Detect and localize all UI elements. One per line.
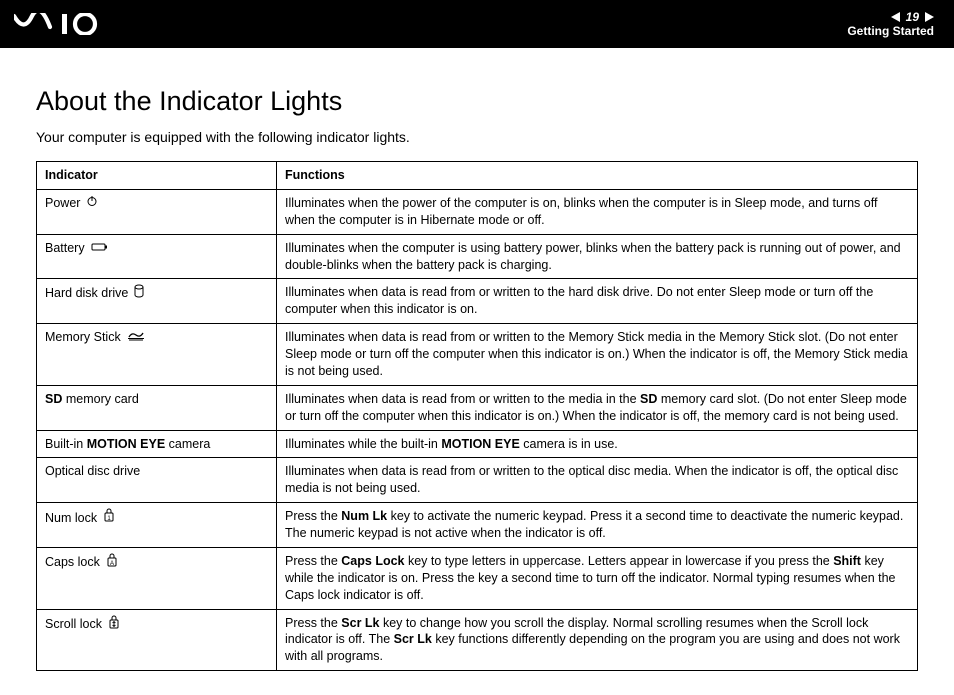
header-right: 19 Getting Started	[847, 10, 934, 38]
function-text: Press the Caps Lock key to type letters …	[277, 547, 918, 609]
table-row: Battery Illuminates when the computer is…	[37, 234, 918, 279]
col-functions: Functions	[277, 162, 918, 190]
indicator-label: Memory Stick	[45, 329, 121, 346]
svg-text:A: A	[110, 561, 114, 567]
hard-disk-icon	[134, 284, 144, 303]
indicator-label: Battery	[45, 240, 85, 257]
table-row: Power Illuminates when the power of the …	[37, 189, 918, 234]
function-text: Illuminates when data is read from or wr…	[277, 279, 918, 324]
page-navigation: 19	[847, 10, 934, 24]
table-row: Hard disk drive Illuminates when data is…	[37, 279, 918, 324]
intro-text: Your computer is equipped with the follo…	[36, 129, 918, 145]
indicator-label: Optical disc drive	[45, 464, 140, 478]
vaio-logo	[14, 13, 114, 35]
indicator-label: Num lock	[45, 510, 97, 527]
next-page-arrow-icon[interactable]	[925, 12, 934, 22]
prev-page-arrow-icon[interactable]	[891, 12, 900, 22]
table-row: SD memory card Illuminates when data is …	[37, 385, 918, 430]
memory-stick-icon	[127, 329, 145, 346]
col-indicator: Indicator	[37, 162, 277, 190]
num-lock-icon: 1	[103, 508, 115, 528]
table-row: Caps lock A Press the Caps Lock key to t…	[37, 547, 918, 609]
table-row: Optical disc drive Illuminates when data…	[37, 458, 918, 503]
indicator-label: SD memory card	[45, 392, 139, 406]
indicator-label: Power	[45, 195, 80, 212]
table-row: Scroll lock Press the Scr Lk key to chan…	[37, 609, 918, 671]
power-icon	[86, 195, 98, 212]
indicator-table: Indicator Functions Power Illuminates wh…	[36, 161, 918, 671]
indicator-label: Caps lock	[45, 554, 100, 571]
section-label: Getting Started	[847, 24, 934, 38]
function-text: Illuminates when data is read from or wr…	[277, 458, 918, 503]
caps-lock-icon: A	[106, 553, 118, 573]
page-number: 19	[906, 10, 919, 24]
table-header-row: Indicator Functions	[37, 162, 918, 190]
function-text: Illuminates when data is read from or wr…	[277, 324, 918, 386]
table-row: Memory Stick Illuminates when data is re…	[37, 324, 918, 386]
header-bar: 19 Getting Started	[0, 0, 954, 48]
indicator-label: Scroll lock	[45, 616, 102, 633]
function-text: Illuminates when the computer is using b…	[277, 234, 918, 279]
function-text: Press the Num Lk key to activate the num…	[277, 503, 918, 548]
function-text: Illuminates when the power of the comput…	[277, 189, 918, 234]
table-row: Built-in MOTION EYE camera Illuminates w…	[37, 430, 918, 458]
scroll-lock-icon	[108, 615, 120, 635]
page-title: About the Indicator Lights	[36, 86, 918, 117]
battery-icon	[91, 240, 109, 257]
function-text: Press the Scr Lk key to change how you s…	[277, 609, 918, 671]
page-content: About the Indicator Lights Your computer…	[0, 48, 954, 695]
indicator-label: Built-in MOTION EYE camera	[45, 437, 210, 451]
function-text: Illuminates when data is read from or wr…	[277, 385, 918, 430]
indicator-label: Hard disk drive	[45, 285, 128, 302]
function-text: Illuminates while the built-in MOTION EY…	[277, 430, 918, 458]
table-row: Num lock 1 Press the Num Lk key to activ…	[37, 503, 918, 548]
